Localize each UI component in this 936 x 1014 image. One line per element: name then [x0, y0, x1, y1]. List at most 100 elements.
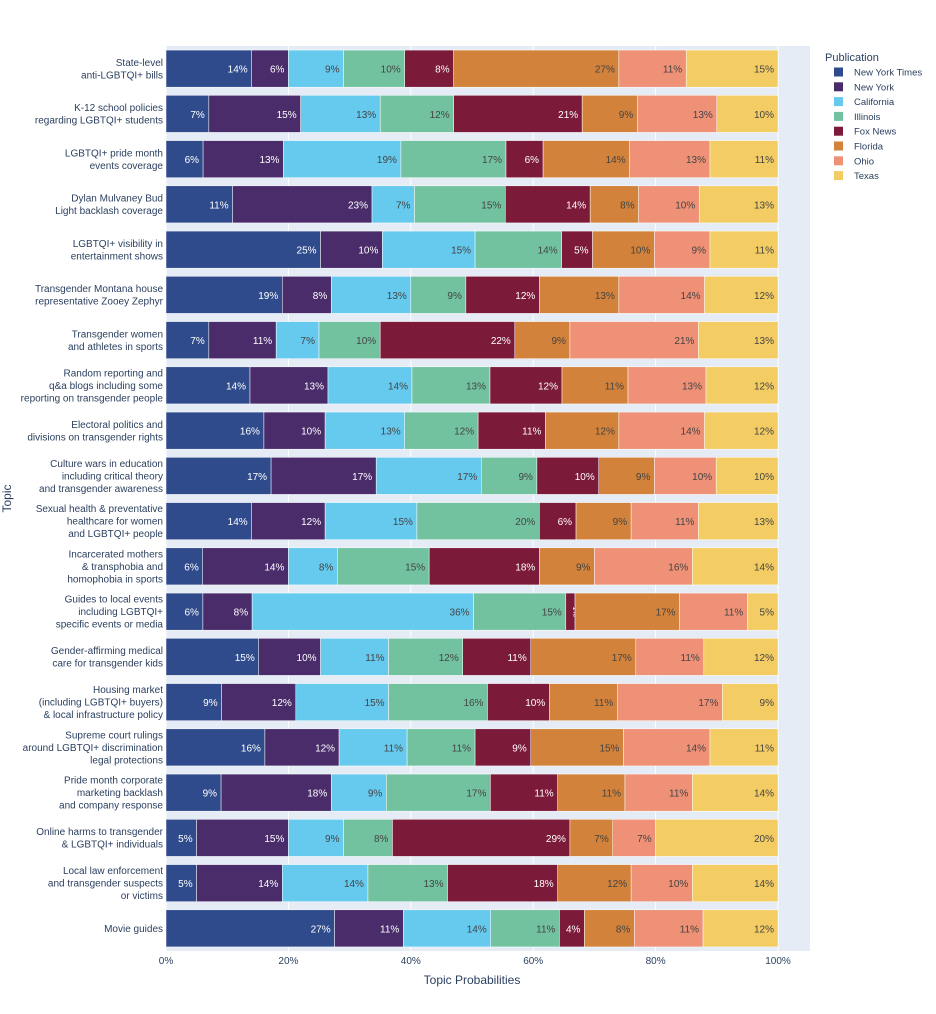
bar-segment[interactable]: [251, 502, 326, 540]
bar-segment[interactable]: [447, 864, 558, 902]
legend-item[interactable]: Ohio: [834, 156, 874, 167]
bar-segment[interactable]: [295, 683, 389, 721]
legend-item[interactable]: California: [834, 97, 895, 108]
bar-segment[interactable]: [324, 411, 405, 450]
bar-segment[interactable]: [703, 638, 779, 676]
bar-segment[interactable]: [623, 728, 711, 767]
bar-segment[interactable]: [453, 95, 583, 133]
bar-segment[interactable]: [318, 321, 381, 359]
bar-segment[interactable]: [629, 140, 711, 178]
bar-segment[interactable]: [165, 502, 252, 540]
bar-segment[interactable]: [514, 321, 571, 359]
bar-segment[interactable]: [574, 592, 680, 631]
bar-segment[interactable]: [638, 185, 700, 224]
bar-segment[interactable]: [636, 95, 718, 133]
bar-segment[interactable]: [539, 502, 577, 540]
bar-segment[interactable]: [392, 819, 571, 857]
bar-segment[interactable]: [722, 683, 779, 721]
bar-segment[interactable]: [612, 819, 656, 857]
bar-segment[interactable]: [746, 592, 779, 631]
bar-segment[interactable]: [692, 547, 779, 586]
bar-segment[interactable]: [165, 230, 321, 269]
bar-segment[interactable]: [557, 864, 632, 902]
bar-segment[interactable]: [624, 773, 693, 812]
bar-segment[interactable]: [709, 140, 779, 178]
bar-segment[interactable]: [208, 321, 277, 359]
bar-segment[interactable]: [654, 230, 711, 269]
bar-segment[interactable]: [282, 276, 332, 314]
bar-segment[interactable]: [489, 366, 563, 405]
bar-segment[interactable]: [258, 638, 321, 676]
legend[interactable]: Publication New York Times New York Califo…: [825, 52, 922, 182]
bar-segment[interactable]: [474, 728, 531, 767]
bar-segment[interactable]: [220, 773, 332, 812]
bar-segment[interactable]: [462, 638, 531, 676]
bar-segment[interactable]: [477, 411, 546, 450]
bar-segment[interactable]: [411, 366, 491, 405]
bar-segment[interactable]: [589, 185, 639, 224]
bar-segment[interactable]: [549, 683, 618, 721]
bar-segment[interactable]: [715, 457, 779, 495]
bar-segment[interactable]: [165, 457, 272, 495]
bar-segment[interactable]: [630, 864, 693, 902]
bar-segment[interactable]: [617, 683, 723, 721]
bar-segment[interactable]: [618, 411, 705, 450]
bar-segment[interactable]: [320, 230, 383, 269]
bar-segment[interactable]: [536, 457, 599, 495]
bar-segment[interactable]: [343, 49, 405, 88]
bar-segment[interactable]: [249, 366, 329, 405]
bar-segment[interactable]: [716, 95, 779, 133]
bar-segment[interactable]: [165, 909, 335, 948]
bar-segment[interactable]: [704, 411, 779, 450]
bar-segment[interactable]: [594, 547, 693, 586]
legend-item[interactable]: Florida: [834, 141, 884, 153]
bar-segment[interactable]: [251, 592, 474, 631]
bar-segment[interactable]: [165, 683, 222, 721]
bar-segment[interactable]: [545, 411, 620, 450]
bar-segment[interactable]: [196, 819, 289, 857]
bar-segment[interactable]: [386, 773, 491, 812]
bar-segment[interactable]: [428, 547, 540, 586]
bar-segment[interactable]: [705, 366, 779, 405]
bar-segment[interactable]: [561, 366, 629, 405]
bar-segment[interactable]: [627, 366, 707, 405]
bar-segment[interactable]: [403, 909, 491, 948]
bar-segment[interactable]: [232, 185, 373, 224]
bar-segment[interactable]: [692, 773, 779, 812]
bar-segment[interactable]: [559, 909, 585, 948]
bar-segment[interactable]: [655, 819, 779, 857]
bar-segment[interactable]: [530, 638, 637, 676]
legend-item[interactable]: Texas: [834, 171, 879, 182]
bar-segment[interactable]: [165, 366, 251, 405]
bar-segment[interactable]: [251, 49, 289, 88]
bar-segment[interactable]: [288, 819, 344, 857]
bar-segment[interactable]: [263, 411, 326, 450]
bar-segment[interactable]: [539, 547, 595, 586]
bar-segment[interactable]: [371, 185, 415, 224]
bar-segment[interactable]: [473, 592, 567, 631]
bar-segment[interactable]: [704, 276, 779, 314]
bar-segment[interactable]: [630, 502, 699, 540]
bar-segment[interactable]: [388, 638, 463, 676]
bar-segment[interactable]: [327, 366, 413, 405]
bar-segment[interactable]: [414, 185, 506, 224]
legend-item[interactable]: New York: [834, 82, 894, 93]
bar-segment[interactable]: [400, 140, 507, 178]
bar-segment[interactable]: [165, 638, 259, 676]
bar-segment[interactable]: [165, 321, 210, 359]
bar-segment[interactable]: [330, 773, 387, 812]
bar-segment[interactable]: [165, 547, 203, 586]
bar-segment[interactable]: [557, 773, 626, 812]
bar-segment[interactable]: [685, 49, 779, 88]
bar-segment[interactable]: [698, 321, 779, 359]
bar-segment[interactable]: [283, 140, 402, 178]
bar-segment[interactable]: [288, 547, 338, 586]
bar-segment[interactable]: [569, 819, 614, 857]
bar-segment[interactable]: [379, 95, 454, 133]
bar-segment[interactable]: [618, 276, 705, 314]
legend-item[interactable]: Fox News: [834, 126, 896, 138]
bar-segment[interactable]: [698, 502, 779, 540]
bar-segment[interactable]: [275, 321, 320, 359]
bar-segment[interactable]: [165, 411, 265, 450]
bar-segment[interactable]: [282, 864, 369, 902]
